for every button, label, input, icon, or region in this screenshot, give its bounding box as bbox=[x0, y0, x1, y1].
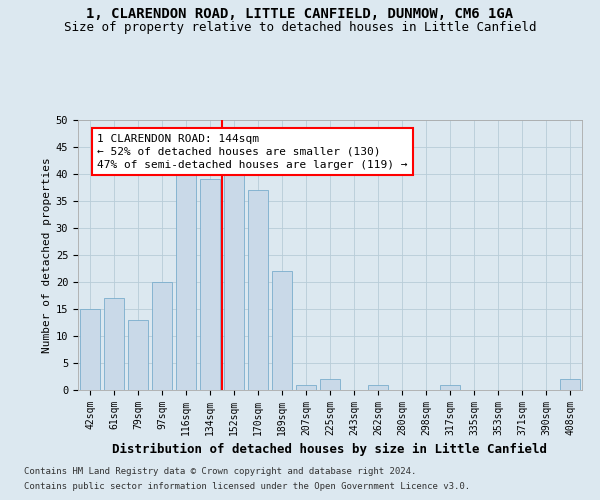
Text: 1 CLARENDON ROAD: 144sqm
← 52% of detached houses are smaller (130)
47% of semi-: 1 CLARENDON ROAD: 144sqm ← 52% of detach… bbox=[97, 134, 408, 170]
Bar bbox=[296, 384, 316, 390]
Bar bbox=[80, 309, 100, 390]
Bar bbox=[128, 320, 148, 390]
Bar bbox=[368, 384, 388, 390]
Y-axis label: Number of detached properties: Number of detached properties bbox=[41, 157, 52, 353]
Bar bbox=[224, 163, 244, 390]
Bar bbox=[440, 384, 460, 390]
Text: Contains public sector information licensed under the Open Government Licence v3: Contains public sector information licen… bbox=[24, 482, 470, 491]
Text: Contains HM Land Registry data © Crown copyright and database right 2024.: Contains HM Land Registry data © Crown c… bbox=[24, 467, 416, 476]
Bar bbox=[200, 180, 220, 390]
Bar bbox=[560, 379, 580, 390]
Bar bbox=[152, 282, 172, 390]
Text: 1, CLARENDON ROAD, LITTLE CANFIELD, DUNMOW, CM6 1GA: 1, CLARENDON ROAD, LITTLE CANFIELD, DUNM… bbox=[86, 8, 514, 22]
Bar bbox=[176, 168, 196, 390]
Bar bbox=[272, 271, 292, 390]
Text: Distribution of detached houses by size in Little Canfield: Distribution of detached houses by size … bbox=[113, 442, 548, 456]
Bar bbox=[104, 298, 124, 390]
Text: Size of property relative to detached houses in Little Canfield: Size of property relative to detached ho… bbox=[64, 21, 536, 34]
Bar bbox=[320, 379, 340, 390]
Bar bbox=[248, 190, 268, 390]
